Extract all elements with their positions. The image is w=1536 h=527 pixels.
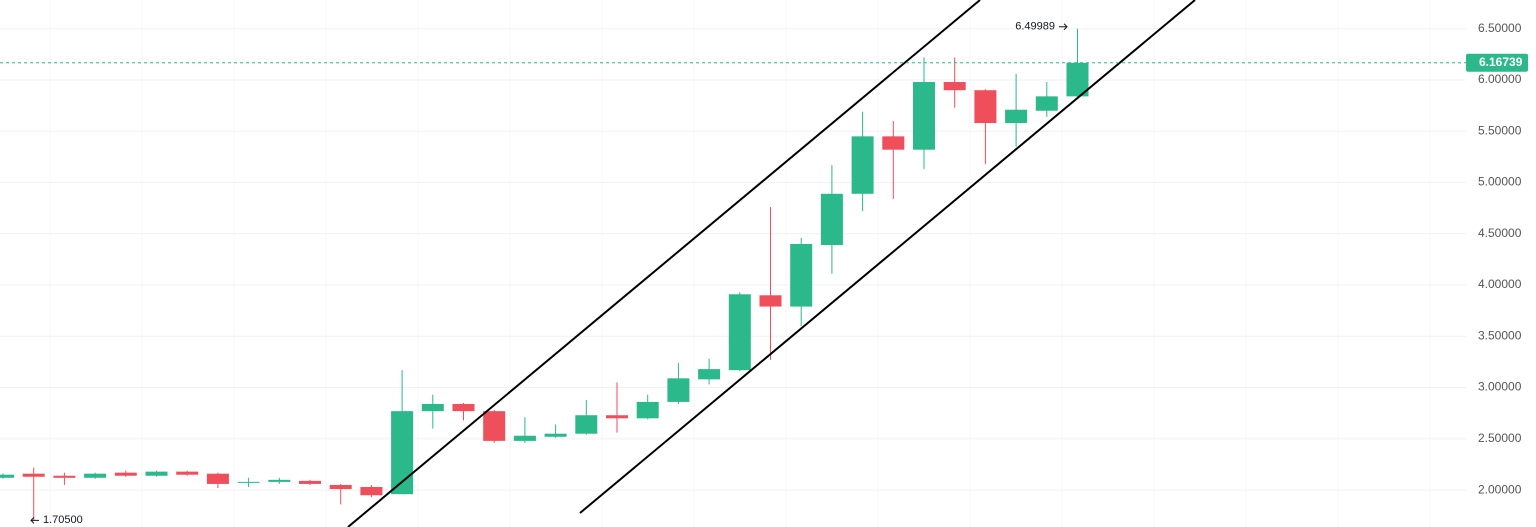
y-tick-label: 6.50000	[1478, 21, 1522, 35]
candle-body	[544, 433, 567, 437]
arrow	[30, 516, 39, 524]
y-tick-label: 6.00000	[1478, 72, 1522, 86]
y-tick-label: 5.50000	[1478, 123, 1522, 137]
candle-body	[452, 403, 475, 412]
arrow	[1059, 23, 1068, 31]
candle-body	[913, 82, 935, 150]
price-tag	[1466, 53, 1528, 72]
candle-body	[974, 90, 997, 124]
candle-body	[391, 411, 414, 495]
y-tick-label: 2.00000	[1478, 482, 1522, 496]
candle-body	[299, 480, 321, 484]
y-tick-label: 3.00000	[1478, 380, 1522, 394]
candle-body	[943, 82, 966, 91]
y-tick-label: 4.50000	[1478, 226, 1522, 240]
candle-body	[882, 136, 905, 150]
candle-body	[1005, 109, 1028, 124]
candle-body	[1066, 62, 1089, 97]
candle-body	[0, 474, 14, 478]
candle-body	[268, 479, 291, 482]
candle-body	[206, 473, 229, 484]
candle-body	[421, 403, 444, 412]
y-tick-label: 4.00000	[1478, 277, 1522, 291]
candle-body	[575, 415, 598, 434]
candle-body	[53, 475, 76, 478]
candle-body	[145, 471, 168, 476]
price-tag-label: 6.16739	[1479, 55, 1523, 69]
trend-line	[579, 0, 1196, 514]
candle-body	[329, 484, 352, 490]
candle-body	[698, 369, 721, 380]
candle-body	[176, 471, 199, 475]
y-tick-label: 5.00000	[1478, 175, 1522, 189]
candle-body	[22, 473, 45, 477]
candle-body	[513, 435, 536, 441]
candle-body	[636, 401, 659, 419]
candle-body	[1035, 96, 1058, 111]
y-tick-label: 2.50000	[1478, 431, 1522, 445]
y-tick-label: 3.50000	[1478, 328, 1522, 342]
candle-body	[851, 136, 874, 194]
candle-body	[728, 294, 751, 371]
low-label: 1.70500	[43, 514, 83, 526]
candle-body	[114, 472, 137, 476]
candle-body	[360, 487, 383, 496]
trend-line	[347, 0, 981, 527]
candle-body	[84, 473, 107, 478]
candle-body	[606, 415, 628, 419]
candle-body	[790, 244, 813, 307]
candle-body	[759, 295, 782, 307]
candle-body	[483, 411, 506, 441]
candle-body	[820, 193, 843, 246]
candle-body	[237, 481, 260, 483]
candle-body	[667, 378, 690, 402]
high-label: 6.49989	[1015, 21, 1055, 33]
